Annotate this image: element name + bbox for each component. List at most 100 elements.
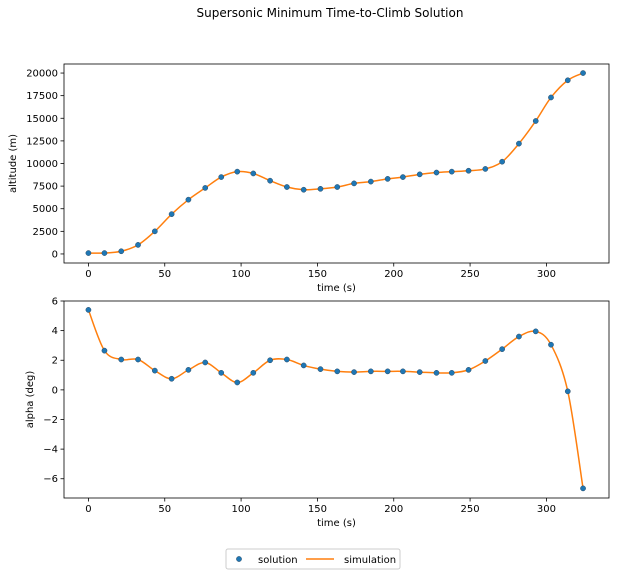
alpha-solution-point <box>351 369 357 375</box>
altitude-solution-point <box>135 242 141 248</box>
altitude-solution-point <box>151 228 158 235</box>
altitude-ytick-label: 7500 <box>33 182 58 193</box>
altitude-ytick-label: 12500 <box>26 136 58 147</box>
alpha-axes-frame <box>63 300 610 499</box>
altitude-xtick-label: 150 <box>308 269 327 280</box>
alpha-solution-point <box>334 368 341 375</box>
alpha-solution-point <box>516 333 522 340</box>
alpha-solution-point <box>416 369 423 375</box>
alpha-subplot: 0 50 100 150 200 250 300 −6 −4 −2 0 2 4 6 time (s) alph… <box>25 297 610 529</box>
altitude-solution-point <box>433 169 440 176</box>
altitude-ytick-label: 17500 <box>26 91 58 102</box>
legend-simulation-label: simulation <box>344 555 396 566</box>
altitude-solution-point <box>267 177 273 184</box>
alpha-solution-point <box>185 367 192 373</box>
alpha-solution-point <box>499 346 505 352</box>
altitude-solution-point <box>564 77 571 84</box>
legend-solution-marker <box>236 556 242 562</box>
alpha-solution-point <box>448 369 455 376</box>
alpha-xtick-label: 300 <box>537 504 556 515</box>
altitude-solution-point <box>202 185 209 191</box>
altitude-ytick-label: 10000 <box>26 159 58 170</box>
alpha-solution-point <box>101 347 108 354</box>
altitude-solution-point <box>118 248 125 255</box>
alpha-solution-point <box>532 328 539 335</box>
alpha-solution-point <box>218 369 225 376</box>
alpha-solution-point <box>580 485 586 492</box>
altitude-solution-point <box>465 167 472 174</box>
legend: solution simulation <box>225 548 401 570</box>
alpha-ytick-label: 0 <box>52 385 58 396</box>
altitude-solution-point <box>351 180 357 187</box>
altitude-solution-point <box>532 118 539 124</box>
figure-title: Supersonic Minimum Time-to-Climb Solutio… <box>197 6 464 20</box>
alpha-solution-point <box>267 357 273 364</box>
altitude-solution-point <box>548 94 554 101</box>
altitude-xtick-label: 250 <box>461 269 480 280</box>
altitude-simulation-line <box>88 72 584 254</box>
altitude-solution-point <box>317 185 324 192</box>
alpha-simulation-line <box>87 309 584 489</box>
alpha-solution-point <box>250 369 257 376</box>
altitude-solution-point <box>234 168 241 175</box>
altitude-ytick-label: 15000 <box>26 114 58 125</box>
altitude-solution-point <box>250 170 257 177</box>
alpha-xtick-label: 50 <box>158 504 171 515</box>
altitude-solution-point <box>85 250 92 256</box>
altitude-solution-point <box>218 174 225 180</box>
alpha-xtick-label: 100 <box>232 504 251 515</box>
altitude-axes-frame <box>63 63 610 264</box>
altitude-xtick-label: 300 <box>537 269 556 280</box>
altitude-ylabel: altitude (m) <box>8 134 19 193</box>
alpha-solution-point <box>118 356 125 363</box>
alpha-ytick-label: −2 <box>43 415 58 426</box>
altitude-solution-point <box>300 186 307 193</box>
altitude-solution-point <box>284 184 290 190</box>
alpha-solution-point <box>482 358 489 364</box>
altitude-solution-point <box>499 158 505 165</box>
alpha-xtick-label: 200 <box>384 504 403 515</box>
altitude-solution-point <box>448 168 455 175</box>
alpha-xtick-label: 250 <box>461 504 480 515</box>
altitude-xtick-label: 50 <box>158 269 171 280</box>
alpha-xtick-label: 150 <box>308 504 327 515</box>
altitude-solution-point <box>384 176 391 182</box>
altitude-solution-point <box>516 140 522 147</box>
altitude-solution-point <box>101 250 108 256</box>
alpha-xlabel: time (s) <box>317 518 356 529</box>
alpha-solution-point <box>284 356 290 363</box>
alpha-ytick-label: 6 <box>52 297 58 308</box>
alpha-solution-point <box>85 307 92 313</box>
altitude-ytick-label: 5000 <box>33 204 58 215</box>
altitude-xtick-label: 200 <box>384 269 403 280</box>
alpha-ytick-label: −6 <box>43 474 58 485</box>
altitude-solution-point <box>168 211 175 218</box>
alpha-ylabel: alpha (deg) <box>25 371 36 429</box>
alpha-solution-point <box>202 359 209 366</box>
altitude-ytick-label: 2500 <box>33 227 58 238</box>
alpha-solution-point <box>384 368 391 375</box>
alpha-solution-point <box>548 341 554 348</box>
alpha-solution-point <box>168 375 175 382</box>
alpha-solution-point <box>317 366 324 372</box>
altitude-ytick-label: 20000 <box>26 69 58 80</box>
altitude-solution-point <box>482 166 489 172</box>
alpha-solution-point <box>135 356 141 363</box>
alpha-solution-point <box>367 368 374 375</box>
alpha-solution-point <box>234 379 241 386</box>
alpha-ytick-label: 4 <box>52 326 58 337</box>
altitude-solution-point <box>334 184 341 190</box>
altitude-solution-point <box>400 174 406 180</box>
alpha-ytick-label: −4 <box>43 445 58 456</box>
altitude-subplot: 0 50 100 150 200 250 300 0 2500 5000 7500 10000 1250… <box>8 63 610 294</box>
legend-solution-label: solution <box>258 555 298 566</box>
alpha-solution-point <box>400 368 406 375</box>
altitude-xtick-label: 0 <box>85 269 91 280</box>
altitude-solution-point <box>580 70 586 76</box>
altitude-solution-point <box>416 171 423 178</box>
alpha-ytick-label: 2 <box>52 356 58 367</box>
altitude-solution-point <box>367 178 374 185</box>
alpha-solution-point <box>151 367 158 374</box>
alpha-xtick-label: 0 <box>85 504 91 515</box>
